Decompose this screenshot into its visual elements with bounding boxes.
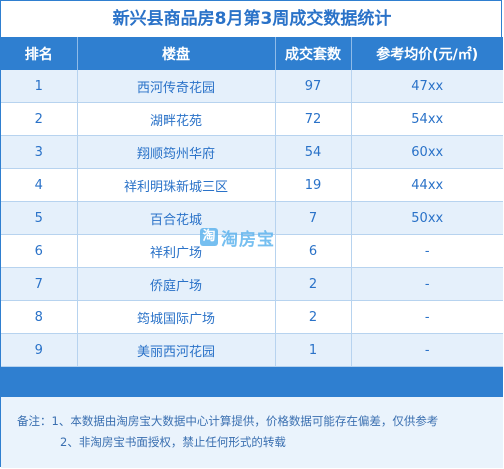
- table-row: 1 西河传奇花园 97 47xx: [1, 70, 503, 103]
- header-rank: 排名: [1, 37, 78, 70]
- table-row: 4 祥利明珠新城三区 19 44xx: [1, 168, 503, 202]
- project-cell: 西河传奇花园: [77, 70, 276, 103]
- units-cell: 2: [275, 267, 352, 301]
- table-header-row: 排名 楼盘 成交套数 参考均价(元/㎡): [1, 37, 503, 70]
- units-cell: 54: [275, 135, 352, 169]
- sales-table: 排名 楼盘 成交套数 参考均价(元/㎡) 1 西河传奇花园 97 47xx 2 …: [1, 37, 503, 367]
- units-cell: 72: [275, 102, 352, 136]
- header-units: 成交套数: [275, 37, 352, 70]
- project-cell: 百合花城: [77, 201, 276, 235]
- table-row: 6 祥利广场 6 -: [1, 234, 503, 268]
- project-cell: 祥利广场: [77, 234, 276, 268]
- table-row: 7 侨庭广场 2 -: [1, 267, 503, 301]
- project-cell: 筠城国际广场: [77, 300, 276, 334]
- rank-cell: 2: [1, 102, 78, 136]
- price-cell: 44xx: [351, 168, 503, 202]
- units-cell: 6: [275, 234, 352, 268]
- price-cell: 50xx: [351, 201, 503, 235]
- table-row: 5 百合花城 7 50xx: [1, 201, 503, 235]
- project-cell: 祥利明珠新城三区: [77, 168, 276, 202]
- table-row: 2 湖畔花苑 72 54xx: [1, 102, 503, 136]
- project-cell: 美丽西河花园: [77, 333, 276, 367]
- project-cell: 湖畔花苑: [77, 102, 276, 136]
- rank-cell: 6: [1, 234, 78, 268]
- header-project: 楼盘: [77, 37, 276, 70]
- rank-cell: 4: [1, 168, 78, 202]
- units-cell: 2: [275, 300, 352, 334]
- header-avg-price: 参考均价(元/㎡): [351, 37, 503, 70]
- table-row: 9 美丽西河花园 1 -: [1, 333, 503, 367]
- project-cell: 侨庭广场: [77, 267, 276, 301]
- rank-cell: 9: [1, 333, 78, 367]
- units-cell: 1: [275, 333, 352, 367]
- price-cell: -: [351, 300, 503, 334]
- separator-bar: [1, 367, 503, 397]
- price-cell: -: [351, 333, 503, 367]
- rank-cell: 8: [1, 300, 78, 334]
- price-cell: -: [351, 267, 503, 301]
- watermark-text: 淘房宝: [221, 229, 275, 250]
- rank-cell: 7: [1, 267, 78, 301]
- note-line-2: 2、非淘房宝书面授权，禁止任何形式的转载: [60, 435, 286, 449]
- rank-cell: 5: [1, 201, 78, 235]
- notes-section: 备注：1、本数据由淘房宝大数据中心计算提供，价格数据可能存在偏差，仅供参考 2、…: [1, 397, 503, 468]
- project-cell: 翔顺筠州华府: [77, 135, 276, 169]
- page-title: 新兴县商品房8月第3周成交数据统计: [112, 9, 392, 29]
- table-row: 8 筠城国际广场 2 -: [1, 300, 503, 334]
- units-cell: 19: [275, 168, 352, 202]
- units-cell: 7: [275, 201, 352, 235]
- units-cell: 97: [275, 70, 352, 103]
- price-cell: 54xx: [351, 102, 503, 136]
- price-cell: 60xx: [351, 135, 503, 169]
- rank-cell: 1: [1, 70, 78, 103]
- price-cell: 47xx: [351, 70, 503, 103]
- note-line-1: 备注：1、本数据由淘房宝大数据中心计算提供，价格数据可能存在偏差，仅供参考: [17, 414, 439, 428]
- watermark-logo: 淘 淘房宝: [200, 225, 275, 250]
- rank-cell: 3: [1, 135, 78, 169]
- table-row: 3 翔顺筠州华府 54 60xx: [1, 135, 503, 169]
- price-cell: -: [351, 234, 503, 268]
- logo-icon: 淘: [200, 228, 218, 246]
